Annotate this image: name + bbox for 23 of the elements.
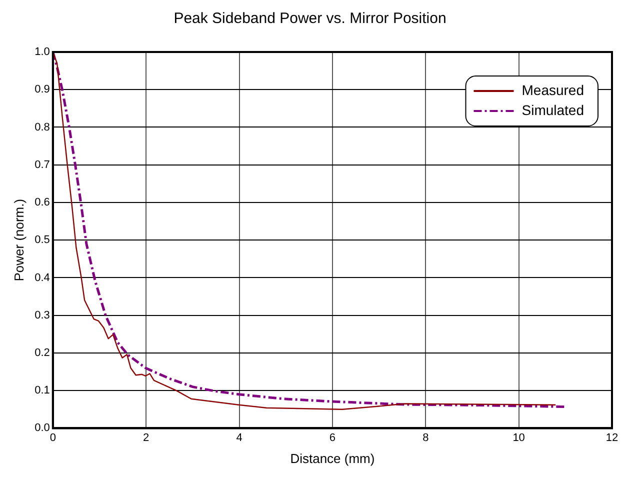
x-tick-label: 0	[50, 432, 56, 444]
chart-title: Peak Sideband Power vs. Mirror Position	[174, 10, 446, 28]
y-axis-title: Power (norm.)	[11, 198, 26, 282]
legend-label: Simulated	[522, 102, 584, 118]
y-tick-label: 0.9	[34, 84, 50, 96]
x-tick-label: 2	[143, 432, 150, 444]
y-tick-label: 0.3	[34, 309, 50, 322]
x-tick-label: 10	[512, 432, 525, 444]
x-tick-label: 6	[329, 432, 336, 444]
y-tick-label: 0.4	[34, 272, 50, 284]
y-tick-label: 0.1	[34, 384, 50, 397]
y-tick-label: 0.5	[34, 234, 50, 246]
legend-label: Measured	[522, 82, 584, 98]
y-tick-label: 0.0	[34, 422, 50, 434]
x-tick-label: 12	[606, 432, 618, 444]
x-axis-title: Distance (mm)	[290, 450, 375, 466]
x-tick-label: 4	[236, 432, 242, 444]
y-tick-label: 1.0	[34, 46, 50, 58]
y-tick-label: 0.6	[34, 196, 50, 209]
y-tick-label: 0.2	[34, 346, 50, 359]
y-tick-label: 0.8	[34, 121, 50, 134]
x-tick-label: 8	[422, 432, 429, 444]
y-tick-label: 0.7	[34, 158, 50, 171]
